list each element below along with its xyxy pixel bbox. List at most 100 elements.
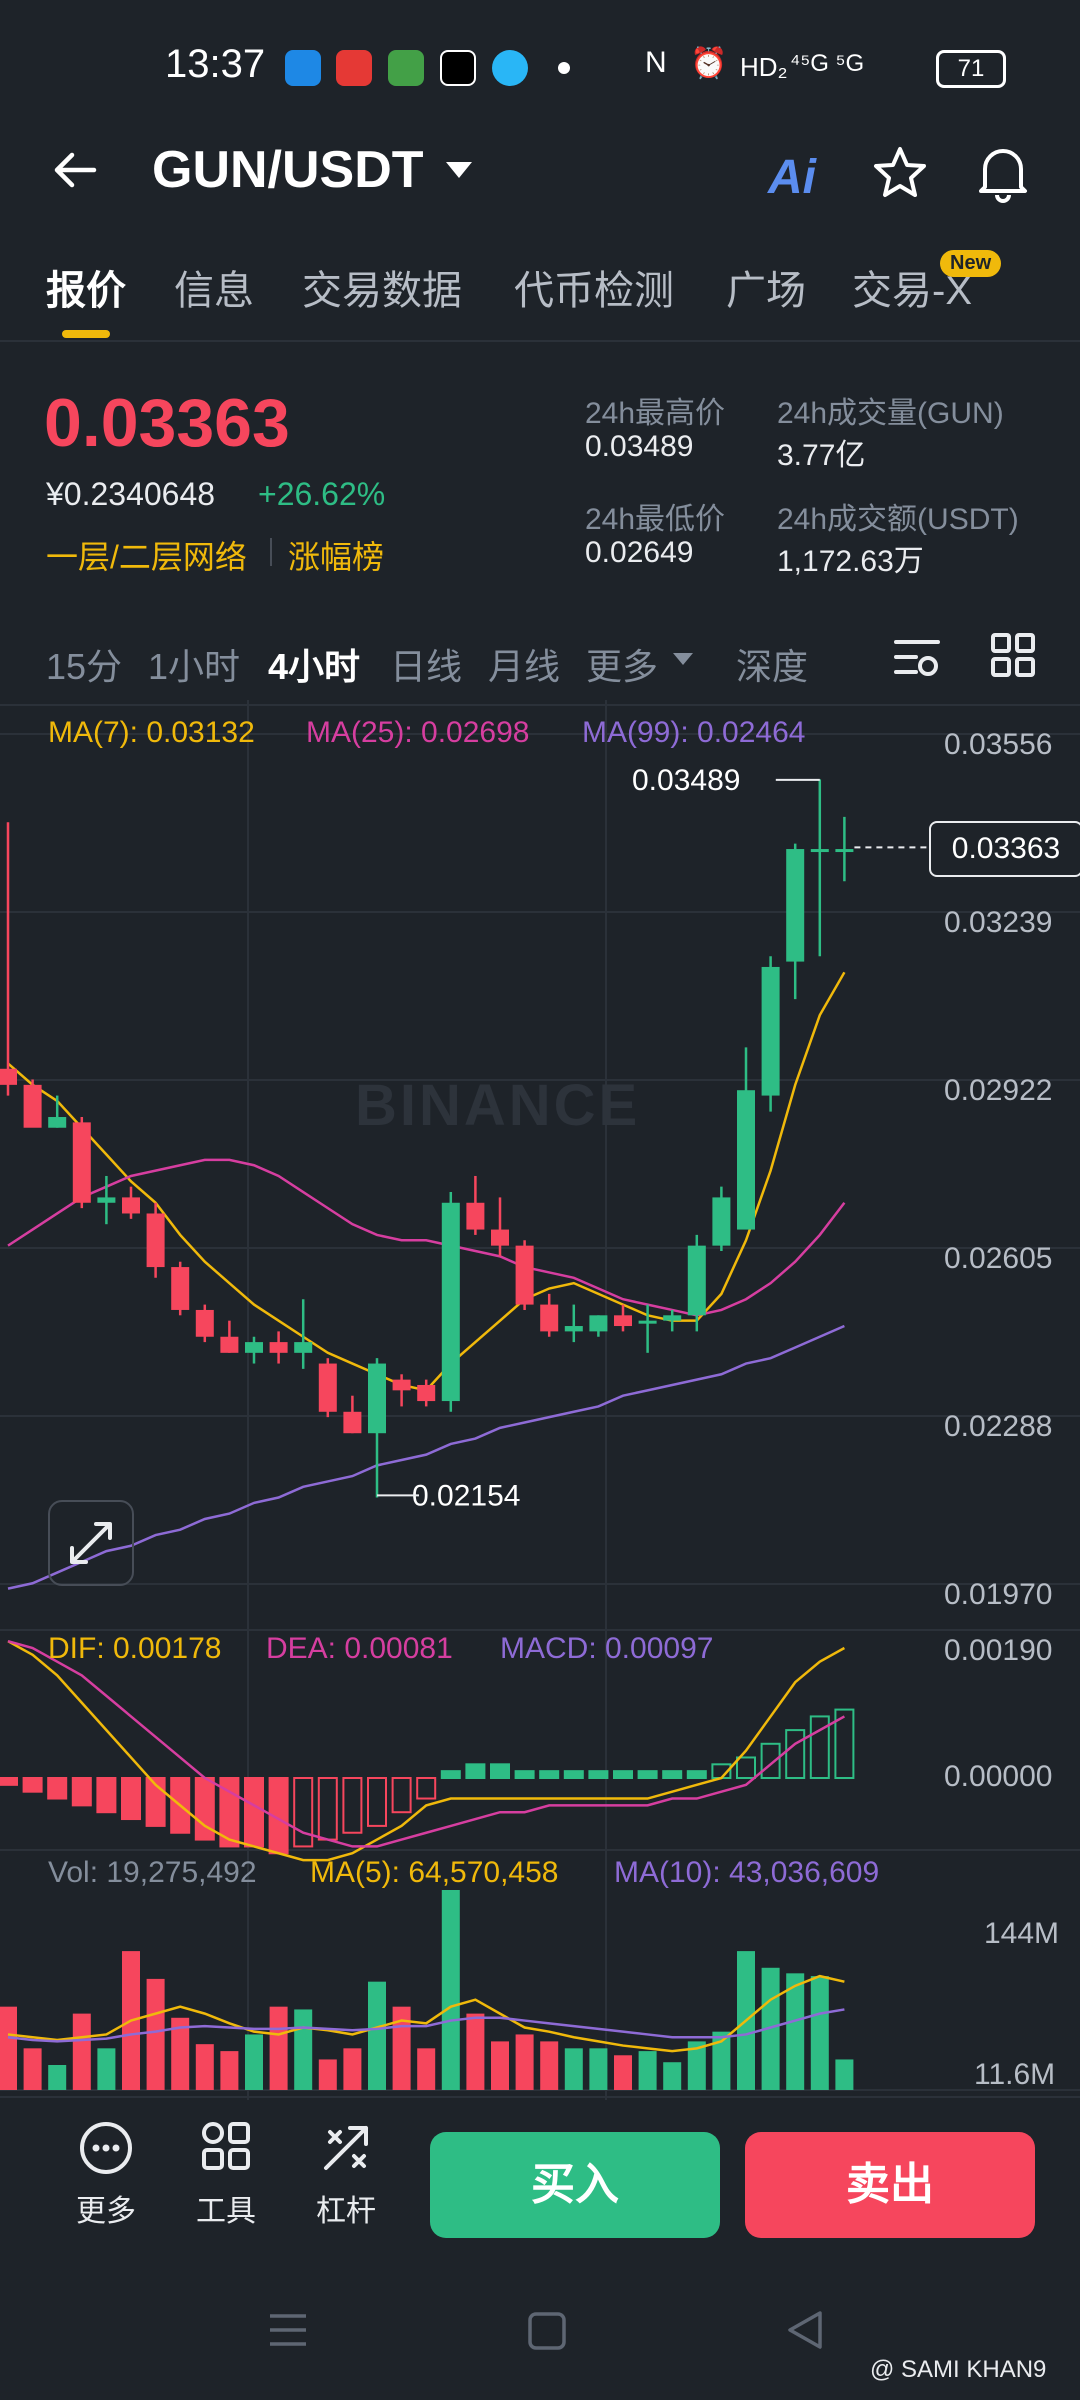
nfc-icon: N [645,46,667,79]
grid-layout-icon[interactable] [990,632,1036,683]
candle-body [122,1197,140,1214]
dif-label: DIF: 0.00178 [48,1632,222,1665]
candle-body [761,966,780,1096]
dif-line [7,1640,846,1862]
gainers-tag[interactable]: 涨幅榜 [288,539,385,575]
candle-body [638,1320,657,1324]
trading-pair-title[interactable]: GUN/USDT [152,141,424,199]
back-arrow-icon[interactable] [50,145,100,200]
candle-body [540,1304,559,1332]
candle-body [712,1197,731,1246]
volume-bar [491,2041,509,2090]
tab-trading-data[interactable]: 交易数据 [302,269,462,313]
candle-body [515,1245,534,1305]
favorite-star-icon[interactable] [872,145,928,206]
signal-icon: ⁴⁵G ⁵G [790,50,865,77]
candle-body [564,1326,583,1332]
interval-1M[interactable]: 月线 [488,646,561,687]
interval-15m[interactable]: 15分 [46,646,123,687]
macd-bar [613,1770,633,1779]
volume-bar [638,2051,657,2090]
category-tag[interactable]: 一层/二层网络 [46,539,247,575]
ma7-label: MA(7): 0.03132 [48,716,255,749]
candle-body [687,1245,706,1316]
macd-bar [514,1770,535,1779]
back-nav-key[interactable] [786,2310,824,2355]
macd-bar [71,1777,92,1807]
author-watermark: @ SAMI KHAN9 [870,2356,1047,2383]
macd-bar [686,1770,707,1779]
chart-settings-icon[interactable] [892,632,942,687]
volume-bar [245,2034,263,2090]
macd-bar [785,1729,806,1779]
macd-bar [760,1742,781,1779]
candle-body [441,1202,460,1402]
home-nav-key[interactable] [528,2312,566,2355]
tabs-divider [0,340,1080,342]
volume-bar [0,2006,17,2090]
tag-separator [270,538,272,566]
notification-app-icon [285,50,321,86]
depth-tab[interactable]: 深度 [736,646,809,687]
volume-panel [0,1890,854,2090]
volume-bar [441,1890,460,2090]
buy-button[interactable]: 买入 [430,2132,720,2238]
new-badge: New [940,250,1002,277]
macd-label: MACD: 0.00097 [500,1632,714,1665]
tab-token-check[interactable]: 代币检测 [514,269,674,313]
candle-body [589,1315,608,1332]
volume-bar [220,2051,239,2090]
candle-body [810,849,829,853]
price-tick: 0.03239 [944,906,1052,939]
notification-app-icon [388,50,424,86]
candle-body [195,1309,214,1337]
leverage-icon [324,2126,368,2170]
tools-label: 工具 [196,2195,256,2228]
price-axis: 0.03556 0.03239 0.02922 0.02605 0.02288 … [944,728,1059,2091]
tools-button[interactable]: 工具 [166,2118,286,2230]
low-24h-label: 24h最低价 [585,503,726,536]
macd-bar [96,1777,117,1814]
low-marker-label: 0.02154 [412,1479,520,1512]
price-tick: 0.02288 [944,1410,1052,1443]
interval-more[interactable]: 更多 [586,646,659,687]
volume-bar [589,2048,608,2090]
more-label: 更多 [76,2195,136,2228]
interval-1h[interactable]: 1小时 [148,646,241,687]
ai-icon: Ai [768,151,816,204]
turnover-24h-value: 1,172.63万 [777,545,924,578]
hd-icon: HD₂ [740,52,788,82]
expand-chart-button[interactable] [48,1500,134,1586]
interval-1d[interactable]: 日线 [390,646,463,687]
tab-square[interactable]: 广场 [726,269,806,313]
volume-bar [392,2006,411,2090]
macd-bar [662,1770,683,1779]
more-dropdown-icon[interactable] [672,652,694,671]
macd-bar [809,1715,830,1780]
candle-body [146,1213,165,1268]
tab-quote[interactable]: 报价 [46,269,126,313]
price-markers: 0.03489 0.02154 [377,764,928,1512]
leverage-button[interactable]: 杠杆 [286,2118,406,2230]
candle-body [737,1090,755,1230]
macd-bar [736,1756,756,1779]
volume-bar [663,2062,682,2090]
volume-bar [417,2048,436,2090]
kline-chart[interactable]: BINANCE 0.03489 0.02154 0.03556 0.03239 … [0,700,1080,2100]
volume-bar [294,2009,313,2090]
more-button[interactable]: 更多 [46,2118,166,2230]
ai-assistant-button[interactable]: Ai [768,150,816,205]
bell-icon[interactable] [975,143,1031,208]
interval-4h[interactable]: 4小时 [268,646,361,687]
menu-nav-key[interactable] [268,2312,308,2353]
candle-body [663,1315,682,1321]
macd-bar [47,1777,68,1800]
chevron-down-icon[interactable] [444,160,474,187]
tab-info[interactable]: 信息 [174,269,254,313]
macd-bar [121,1777,141,1821]
price-tick: 0.01970 [944,1578,1052,1611]
sell-button[interactable]: 卖出 [745,2132,1035,2238]
macd-bar [391,1777,412,1814]
volume-bar [810,1976,829,2090]
ma99-label: MA(99): 0.02464 [582,716,806,749]
